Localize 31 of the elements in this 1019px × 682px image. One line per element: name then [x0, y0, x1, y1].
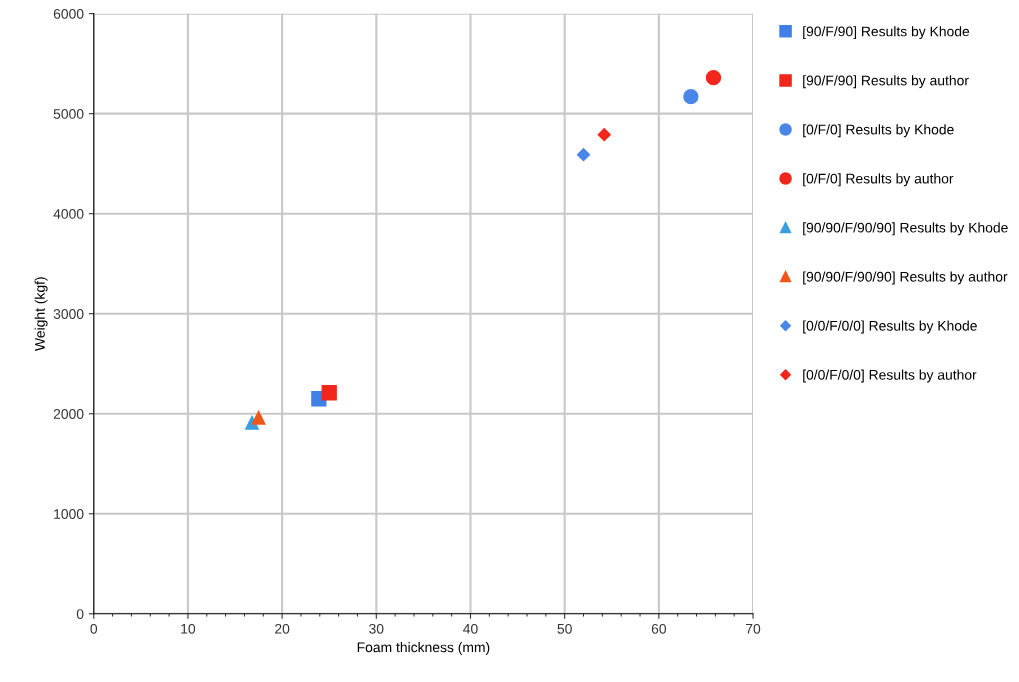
legend-label: [90/F/90] Results by Khode	[803, 26, 970, 40]
legend-label: [0/0/F/0/0] Results by Khode	[803, 320, 977, 334]
x-axis-title: Foam thickness (mm)	[357, 642, 490, 655]
y-tick-label: 2000	[53, 409, 84, 419]
legend-label: [0/F/0] Results by Khode	[803, 124, 954, 138]
y-tick-label: 4000	[53, 209, 84, 219]
x-tick-label: 40	[463, 623, 478, 634]
y-tick-label: 0	[76, 609, 84, 619]
point	[321, 385, 337, 401]
x-tick-label: 20	[275, 623, 290, 634]
point	[576, 148, 591, 162]
y-tick-label: 5000	[53, 109, 84, 119]
x-tick-label: 70	[746, 623, 761, 634]
point	[597, 128, 611, 142]
y-axis-title: Weight (kgf)	[34, 277, 48, 351]
legend-label: [90/90/F/90/90] Results by author	[803, 271, 1008, 285]
legend-label: [90/F/90] Results by author	[803, 75, 969, 89]
x-tick-label: 60	[651, 623, 667, 634]
y-tick-label: 6000	[53, 8, 84, 19]
legend-label: [0/0/F/0/0] Results by author	[803, 369, 977, 383]
x-tick-label: 0	[90, 623, 98, 634]
point	[251, 410, 266, 425]
point	[683, 89, 699, 105]
x-tick-label: 50	[557, 623, 572, 634]
x-tick-label: 10	[181, 623, 196, 634]
x-tick-label: 30	[369, 623, 384, 634]
y-tick-label: 3000	[53, 309, 84, 319]
legend-label: [90/90/F/90/90] Results by Khode	[803, 222, 1008, 236]
legend-label: [0/F/0] Results by author	[803, 173, 954, 187]
y-tick-label: 1000	[54, 509, 84, 519]
point	[705, 70, 722, 86]
